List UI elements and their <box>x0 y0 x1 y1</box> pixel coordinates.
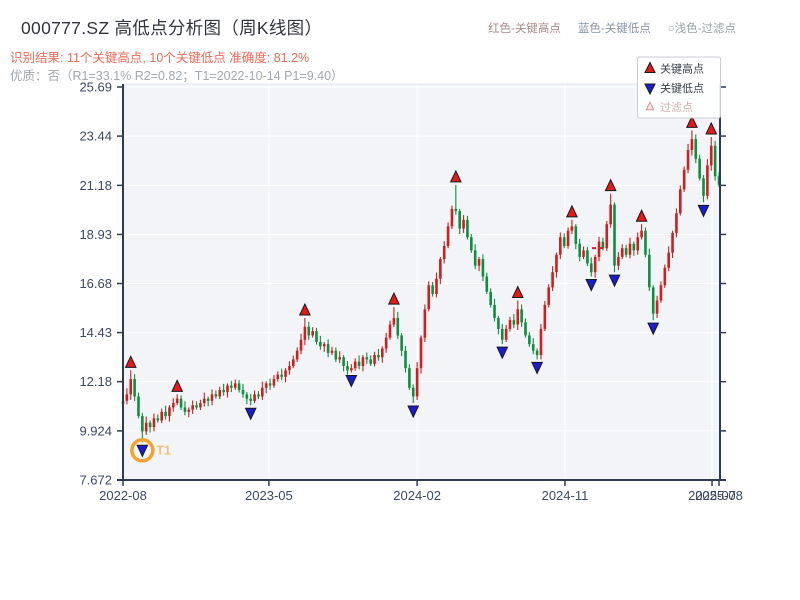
y-tick-label: 25.69 <box>79 80 112 95</box>
y-tick-label: 18.93 <box>79 227 112 242</box>
x-tick-label: 2023-05 <box>245 488 293 503</box>
y-tick-label: 12.18 <box>79 374 112 389</box>
x-tick-label: 2025-07 <box>688 488 736 503</box>
key-low-marker <box>647 322 660 336</box>
legend-label: 过滤点 <box>660 101 693 114</box>
x-tick-label: 2024-11 <box>542 488 589 503</box>
quality-summary: 优质：否（R1=33.1% R2=0.82；T1=2022-10-14 P1=9… <box>10 69 344 83</box>
t1-circle-annotation <box>130 438 155 463</box>
y-tick-label: 9.924 <box>79 423 112 438</box>
legend-label: 关键低点 <box>660 81 704 95</box>
y-tick-label: 7.672 <box>79 473 112 488</box>
key-low-marker <box>697 204 710 218</box>
key-high-marker <box>124 355 137 368</box>
key-high-marker <box>685 115 698 128</box>
x-tick-label: 2025-08 <box>695 488 743 503</box>
candles <box>121 130 721 443</box>
x-tick-label: 2022-08 <box>99 488 147 503</box>
key-low-marker <box>531 361 544 375</box>
plot-area <box>123 84 720 480</box>
key-low-marker <box>136 444 149 458</box>
key-high-marker <box>635 209 648 222</box>
key-low-marker <box>345 375 358 388</box>
x-tick-label: 2024-02 <box>393 488 441 503</box>
page-title: 000777.SZ 高低点分析图（周K线图） <box>21 18 323 38</box>
key-high-marker <box>449 169 462 183</box>
top-legend-filtered: ○浅色-过滤点 <box>667 23 736 35</box>
filtered-legend-icon <box>645 101 655 111</box>
y-tick-label: 21.18 <box>79 178 112 193</box>
legend-label: 关键高点 <box>660 62 704 76</box>
y-tick-label: 16.68 <box>79 276 112 291</box>
top-legend: 红色-关键高点 蓝色-关键低点 ○浅色-过滤点 <box>488 20 736 36</box>
key-low-marker <box>407 405 420 419</box>
y-tick-label: 14.43 <box>79 325 112 340</box>
key-point-markers <box>124 115 718 458</box>
key-high-marker <box>298 302 311 316</box>
key-low-marker <box>585 279 598 292</box>
key-high-legend-icon <box>644 61 656 73</box>
t1-label: T1 <box>156 443 171 457</box>
y-tick-label: 23.44 <box>79 129 112 144</box>
key-high-marker <box>705 121 718 135</box>
top-legend-key-low: 蓝色-关键低点 <box>577 23 651 35</box>
key-high-marker <box>565 204 578 218</box>
top-legend-key-high: 红色-关键高点 <box>488 23 561 35</box>
result-summary: 识别结果: 11个关键高点, 10个关键低点 准确度: 81.2% <box>10 51 310 65</box>
key-high-marker <box>171 379 184 392</box>
key-low-marker <box>608 274 621 288</box>
key-low-marker <box>496 346 509 360</box>
key-high-marker <box>511 285 524 299</box>
key-high-marker <box>604 178 617 192</box>
key-low-legend-icon <box>644 83 656 96</box>
key-high-marker <box>387 291 400 305</box>
key-low-marker <box>244 407 257 421</box>
